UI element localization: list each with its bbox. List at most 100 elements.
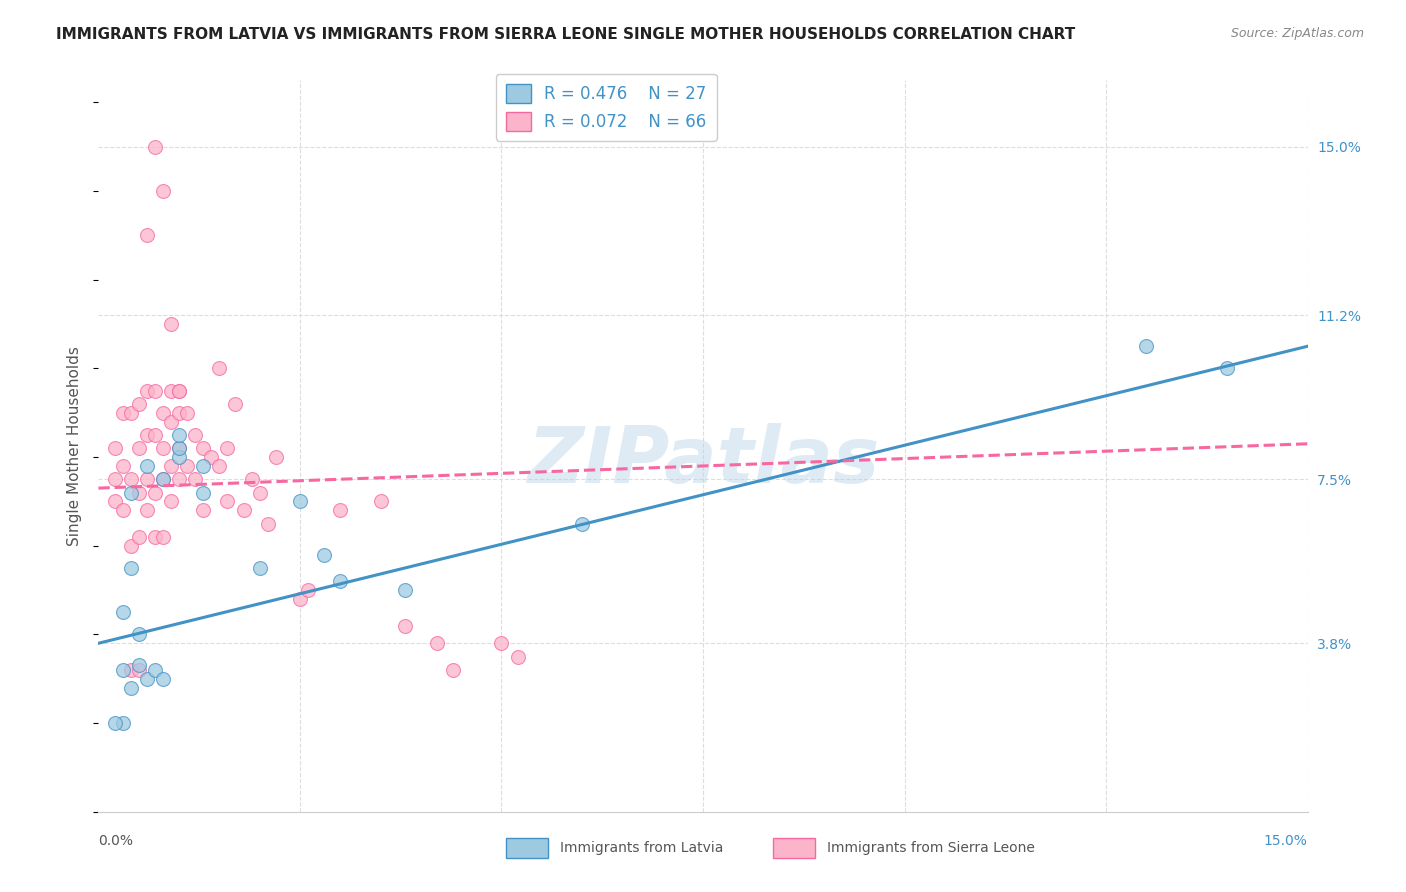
Point [128, 530, 150, 544]
Point [297, 583, 319, 598]
Point [167, 428, 190, 442]
Point [506, 649, 529, 664]
Point [111, 716, 134, 731]
Point [256, 516, 278, 531]
Point [370, 494, 392, 508]
Point [288, 591, 311, 606]
Point [160, 458, 183, 473]
Point [329, 574, 352, 589]
Point [135, 672, 157, 686]
Text: Immigrants from Latvia: Immigrants from Latvia [560, 841, 723, 855]
Point [152, 472, 174, 486]
Point [135, 384, 157, 398]
Point [217, 494, 239, 508]
Point [152, 530, 174, 544]
Point [135, 428, 157, 442]
Point [208, 361, 231, 376]
Point [167, 384, 190, 398]
Text: IMMIGRANTS FROM LATVIA VS IMMIGRANTS FROM SIERRA LEONE SINGLE MOTHER HOUSEHOLDS : IMMIGRANTS FROM LATVIA VS IMMIGRANTS FRO… [56, 27, 1076, 42]
Point [167, 441, 190, 455]
Point [1216, 361, 1239, 376]
Point [184, 472, 207, 486]
Point [167, 450, 190, 464]
Point [103, 441, 125, 455]
Text: Immigrants from Sierra Leone: Immigrants from Sierra Leone [827, 841, 1035, 855]
Point [160, 384, 183, 398]
Point [160, 494, 183, 508]
Point [143, 140, 166, 154]
Point [193, 503, 215, 517]
Point [208, 458, 231, 473]
Point [120, 681, 142, 695]
Point [193, 485, 215, 500]
Point [167, 472, 190, 486]
Point [111, 503, 134, 517]
Point [152, 184, 174, 198]
Point [152, 441, 174, 455]
Point [152, 672, 174, 686]
Point [143, 663, 166, 677]
Point [111, 458, 134, 473]
Point [167, 406, 190, 420]
Point [200, 450, 222, 464]
Point [128, 627, 150, 641]
Point [288, 494, 311, 508]
Point [240, 472, 263, 486]
Point [128, 397, 150, 411]
Point [111, 605, 134, 619]
Point [135, 228, 157, 243]
Point [120, 472, 142, 486]
Point [128, 441, 150, 455]
Point [120, 485, 142, 500]
Point [160, 317, 183, 331]
Point [167, 441, 190, 455]
Point [176, 406, 198, 420]
Point [224, 397, 246, 411]
Point [217, 441, 239, 455]
Point [152, 472, 174, 486]
Point [232, 503, 254, 517]
Point [103, 716, 125, 731]
Point [111, 406, 134, 420]
Point [193, 458, 215, 473]
Point [167, 384, 190, 398]
Point [128, 658, 150, 673]
Point [394, 618, 416, 632]
Point [120, 663, 142, 677]
Legend: R = 0.476    N = 27, R = 0.072    N = 66: R = 0.476 N = 27, R = 0.072 N = 66 [496, 74, 717, 141]
Point [103, 472, 125, 486]
Point [120, 406, 142, 420]
Point [111, 663, 134, 677]
Point [120, 561, 142, 575]
Point [491, 636, 513, 650]
Text: Source: ZipAtlas.com: Source: ZipAtlas.com [1230, 27, 1364, 40]
Point [264, 450, 287, 464]
Point [152, 406, 174, 420]
Point [193, 441, 215, 455]
Point [143, 485, 166, 500]
Point [184, 428, 207, 442]
Point [103, 494, 125, 508]
Point [441, 663, 464, 677]
Point [314, 548, 336, 562]
Point [1135, 339, 1157, 353]
Point [426, 636, 449, 650]
Point [120, 539, 142, 553]
Point [128, 485, 150, 500]
Text: 0.0%: 0.0% [98, 834, 134, 848]
Point [176, 458, 198, 473]
Point [329, 503, 352, 517]
Point [249, 561, 271, 575]
Point [143, 428, 166, 442]
Point [143, 384, 166, 398]
Point [135, 503, 157, 517]
Y-axis label: Single Mother Households: Single Mother Households [67, 346, 83, 546]
Point [128, 663, 150, 677]
Text: ZIPatlas: ZIPatlas [527, 423, 879, 499]
Point [160, 415, 183, 429]
Point [143, 530, 166, 544]
Point [135, 458, 157, 473]
Text: 15.0%: 15.0% [1264, 834, 1308, 848]
Point [249, 485, 271, 500]
Point [394, 583, 416, 598]
